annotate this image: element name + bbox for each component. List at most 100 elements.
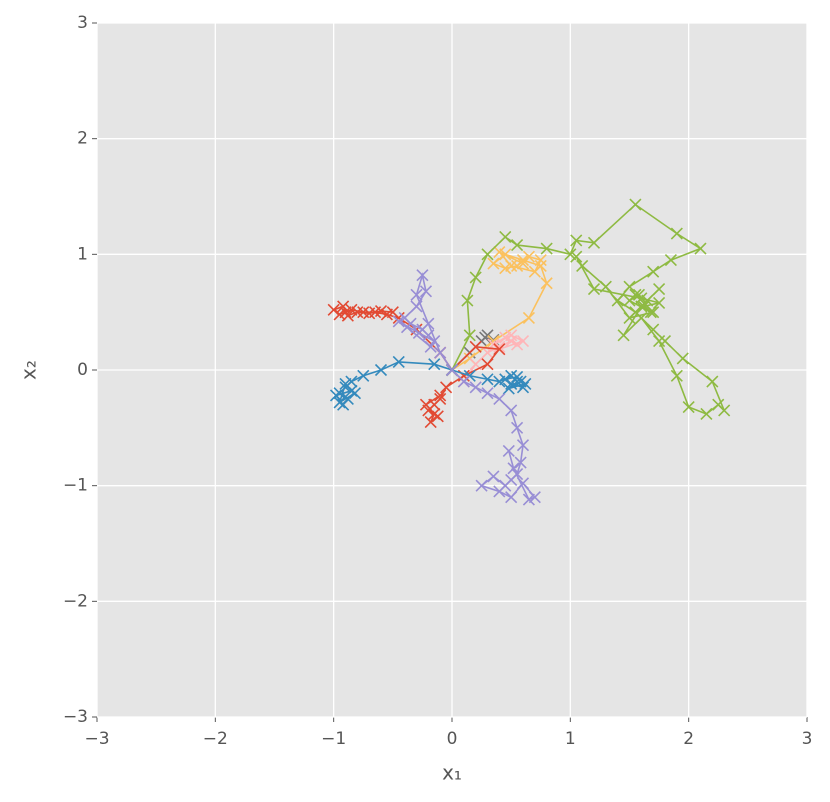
x-tick-label: 3 bbox=[802, 729, 813, 749]
point-marker bbox=[511, 421, 524, 434]
point-marker bbox=[428, 358, 441, 371]
point-marker bbox=[522, 311, 535, 325]
point-marker bbox=[392, 355, 405, 368]
point-marker bbox=[611, 294, 624, 307]
point-marker bbox=[469, 340, 482, 353]
point-marker bbox=[363, 307, 376, 320]
point-marker bbox=[570, 234, 583, 247]
point-marker bbox=[576, 259, 589, 272]
point-marker bbox=[516, 477, 530, 490]
point-marker bbox=[534, 254, 547, 267]
point-marker bbox=[514, 456, 527, 469]
point-marker bbox=[540, 277, 553, 290]
point-marker bbox=[505, 335, 518, 348]
point-marker bbox=[516, 335, 530, 348]
point-marker bbox=[419, 398, 433, 411]
point-marker bbox=[424, 415, 437, 429]
point-marker bbox=[570, 250, 583, 263]
point-marker bbox=[337, 398, 350, 411]
point-marker bbox=[644, 306, 657, 319]
point-marker bbox=[431, 410, 444, 423]
point-marker bbox=[410, 300, 423, 313]
point-marker bbox=[682, 400, 695, 414]
point-marker bbox=[502, 444, 515, 458]
point-marker bbox=[493, 245, 506, 259]
point-marker bbox=[424, 340, 437, 353]
y-tick-label: 2 bbox=[77, 129, 88, 149]
point-marker bbox=[516, 257, 530, 270]
point-marker bbox=[493, 392, 506, 405]
point-marker bbox=[327, 303, 340, 316]
point-marker bbox=[493, 343, 506, 356]
point-marker bbox=[670, 227, 683, 240]
y-tick-label: −2 bbox=[63, 591, 88, 611]
point-marker bbox=[706, 375, 719, 388]
point-marker bbox=[341, 309, 354, 322]
point-marker bbox=[434, 346, 447, 359]
point-marker bbox=[647, 265, 660, 278]
point-marker bbox=[416, 269, 429, 282]
point-marker bbox=[392, 315, 405, 328]
point-marker bbox=[333, 387, 346, 400]
point-marker bbox=[475, 479, 488, 492]
point-marker bbox=[505, 259, 518, 272]
point-marker bbox=[653, 335, 666, 348]
point-marker bbox=[461, 294, 474, 307]
point-marker bbox=[637, 300, 650, 313]
point-marker bbox=[694, 242, 707, 255]
point-marker bbox=[658, 335, 672, 348]
x-tick-label: 0 bbox=[447, 729, 458, 749]
point-marker bbox=[629, 198, 642, 211]
point-marker bbox=[647, 323, 660, 336]
point-marker bbox=[516, 439, 530, 452]
point-marker bbox=[469, 271, 482, 284]
point-marker bbox=[357, 369, 370, 382]
point-marker bbox=[670, 369, 683, 382]
point-marker bbox=[635, 311, 648, 325]
point-marker bbox=[481, 358, 494, 371]
point-marker bbox=[528, 265, 541, 278]
x-tick-label: 2 bbox=[683, 729, 694, 749]
x-tick-label: 1 bbox=[565, 729, 576, 749]
point-marker bbox=[522, 493, 535, 506]
point-marker bbox=[351, 306, 364, 319]
point-marker bbox=[599, 280, 612, 293]
y-tick-label: 1 bbox=[77, 244, 88, 264]
point-marker bbox=[481, 248, 494, 261]
point-marker bbox=[469, 381, 482, 394]
point-marker bbox=[463, 329, 476, 342]
point-marker bbox=[487, 470, 500, 483]
point-marker bbox=[499, 373, 512, 386]
y-tick-label: −3 bbox=[63, 707, 88, 727]
x-axis-label: x₁ bbox=[442, 761, 462, 785]
point-marker bbox=[374, 304, 388, 318]
point-marker bbox=[428, 335, 441, 348]
y-axis-label: x₂ bbox=[17, 360, 41, 380]
point-marker bbox=[481, 387, 494, 400]
point-marker bbox=[505, 491, 518, 504]
point-marker bbox=[445, 363, 459, 377]
point-marker bbox=[623, 280, 636, 293]
point-marker bbox=[374, 363, 388, 377]
y-tick-label: −1 bbox=[63, 476, 88, 496]
point-marker bbox=[499, 230, 512, 244]
point-marker bbox=[632, 288, 646, 301]
x-tick-label: −3 bbox=[84, 729, 109, 749]
point-marker bbox=[337, 300, 350, 313]
point-marker bbox=[511, 338, 524, 351]
point-marker bbox=[502, 382, 515, 395]
point-marker bbox=[386, 306, 399, 319]
point-marker bbox=[481, 373, 494, 386]
point-marker bbox=[348, 387, 362, 400]
point-marker bbox=[540, 242, 553, 255]
point-marker bbox=[410, 288, 423, 301]
point-marker bbox=[587, 236, 601, 249]
point-marker bbox=[617, 329, 630, 342]
point-marker bbox=[653, 282, 666, 296]
point-marker bbox=[647, 306, 660, 319]
point-marker bbox=[514, 375, 527, 388]
point-marker bbox=[505, 404, 518, 417]
point-marker bbox=[676, 352, 689, 365]
